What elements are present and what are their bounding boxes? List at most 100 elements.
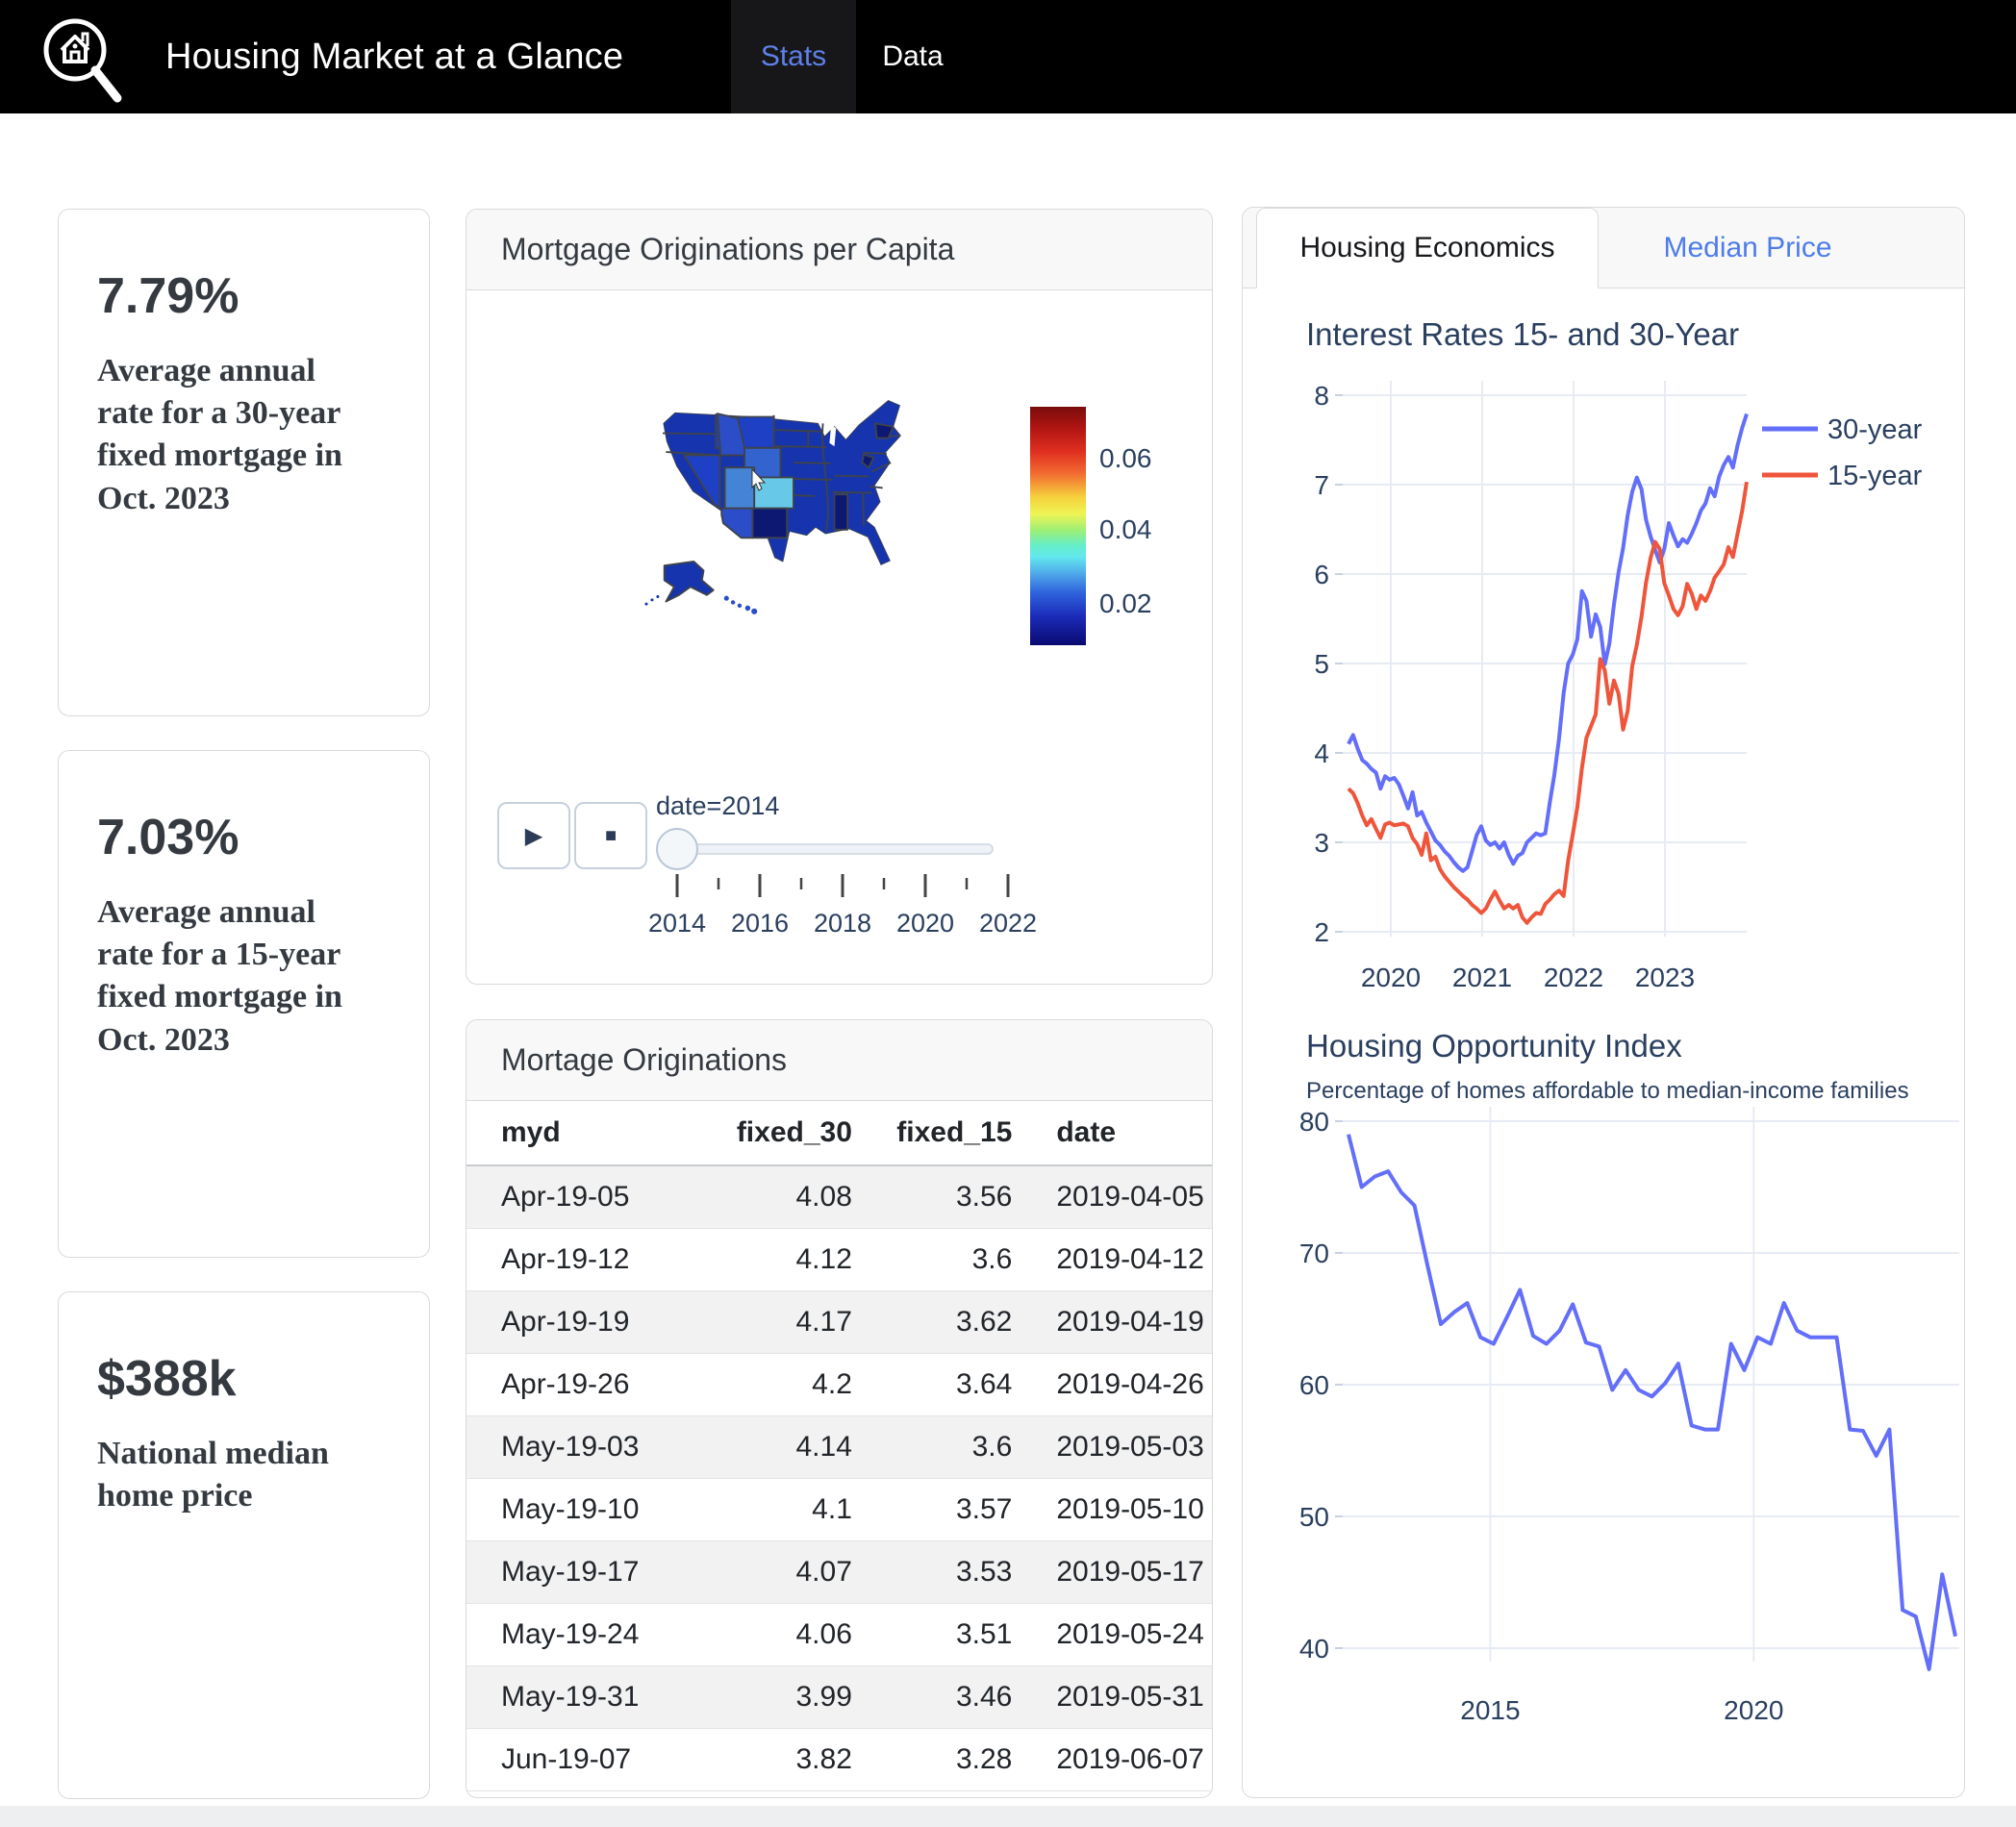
table-cell: Apr-19-05	[466, 1165, 693, 1229]
slider-current-frame-label: date=2014	[656, 791, 779, 820]
svg-text:2014: 2014	[648, 909, 706, 938]
state-alaska	[663, 561, 715, 603]
table-cell: 3.62	[861, 1290, 1022, 1354]
table-cell: 4.14	[692, 1415, 862, 1479]
state-mississippi	[833, 493, 849, 531]
tab-housing-economics[interactable]: Housing Economics	[1256, 208, 1599, 288]
interest-rates-chart: 2 3 4 5 6 7 8 2020 2021 2022 2023 30-year 15-year	[1314, 381, 1923, 992]
svg-text:2020: 2020	[1724, 1695, 1783, 1725]
slider-tick-labels: 2014 2016 2018 2020 2022	[648, 909, 1037, 938]
stop-button[interactable]: ■	[574, 802, 647, 869]
play-button[interactable]: ▶	[497, 802, 570, 869]
svg-text:2021: 2021	[1452, 963, 1512, 992]
line-charts: 2 3 4 5 6 7 8 2020 2021 2022 2023 30-year 15-year 40 5…	[1299, 381, 1959, 1725]
trace-15-year	[1347, 481, 1749, 925]
svg-text:5: 5	[1314, 649, 1329, 679]
table-cell: 3.57	[861, 1478, 1022, 1541]
table-cell: 3.51	[861, 1603, 1022, 1666]
table-row: May-19-31 3.99 3.46 2019-05-31	[466, 1665, 1212, 1729]
table-cell: 3.56	[861, 1165, 1022, 1229]
table-cell: 2019-04-05	[1021, 1165, 1212, 1229]
table-cell: 3.28	[861, 1728, 1022, 1791]
table-cell: 3.46	[861, 1665, 1022, 1729]
state-nevada	[683, 454, 721, 509]
table-row: Apr-19-12 4.12 3.6 2019-04-12	[466, 1228, 1212, 1291]
table-cell: May-19-17	[466, 1540, 693, 1604]
us-choropleth-map[interactable]: 0.060.040.02 date=2014 2014 2016 2018 2020 2…	[466, 289, 1213, 985]
bottom-strip	[0, 1806, 2016, 1827]
table-cell: 3.82	[692, 1728, 862, 1791]
aleutian-islands	[644, 594, 660, 606]
svg-text:2016: 2016	[731, 909, 789, 938]
hoi-chart-subtitle: Percentage of homes affordable to median…	[1306, 1078, 1909, 1104]
map-card: Mortgage Originations per Capita	[466, 209, 1213, 985]
tab-median-price[interactable]: Median Price	[1663, 231, 1832, 263]
map-card-title: Mortgage Originations per Capita	[466, 210, 1212, 290]
column-header-fixed_15: fixed_15	[861, 1101, 1022, 1166]
svg-text:0.04: 0.04	[1099, 514, 1152, 544]
table-cell: Apr-19-26	[466, 1353, 693, 1416]
table-card-title: Mortage Originations	[466, 1020, 1212, 1101]
svg-text:0.06: 0.06	[1099, 443, 1152, 473]
slider-handle	[656, 828, 698, 870]
table-cell: 4.07	[692, 1540, 862, 1604]
state-new-york	[874, 422, 895, 439]
slider-ticks	[675, 874, 1010, 897]
table-cell: 3.53	[861, 1540, 1022, 1604]
svg-text:40: 40	[1299, 1634, 1329, 1664]
state-new-mexico	[751, 507, 789, 539]
stat-card-median-price: $388k National median home price	[58, 1291, 430, 1799]
mortgage-table-card: Mortage Originations myd fixed_30 fixed_15…	[466, 1019, 1213, 1798]
table-cell: 2019-05-10	[1021, 1478, 1212, 1541]
table-row: Jun-19-07 3.82 3.28 2019-06-07	[466, 1728, 1212, 1791]
table-cell: Apr-19-12	[466, 1228, 693, 1291]
hoi-chart: 40 50 60 70 80 2015 2020	[1299, 1107, 1959, 1725]
svg-text:2020: 2020	[1361, 963, 1421, 992]
stat-card-15yr: 7.03% Average annual rate for a 15-year …	[58, 750, 430, 1258]
navbar: Housing Market at a Glance Stats Data	[0, 0, 2016, 113]
lake-michigan	[829, 425, 837, 447]
app-title: Housing Market at a Glance	[165, 36, 624, 77]
mortgage-rates-table[interactable]: myd fixed_30 fixed_15 date Apr-19-05 4.08 3.5…	[466, 1101, 1212, 1791]
table-cell: 4.1	[692, 1478, 862, 1541]
svg-text:70: 70	[1299, 1239, 1329, 1268]
table-cell: 2019-04-26	[1021, 1353, 1212, 1416]
stat-value-median-price: $388k	[97, 1351, 237, 1407]
legend-label: 30-year	[1827, 414, 1923, 445]
colorbar	[1030, 407, 1086, 645]
svg-text:50: 50	[1299, 1502, 1329, 1532]
table-cell: 2019-04-19	[1021, 1290, 1212, 1354]
nav-tab-data[interactable]: Data	[882, 40, 944, 72]
column-header-date: date	[1021, 1101, 1212, 1166]
table-cell: 3.64	[861, 1353, 1022, 1416]
animation-slider[interactable]: date=2014 2014 2016 2018 2020 2022	[648, 791, 1037, 938]
svg-text:8: 8	[1314, 381, 1329, 411]
table-cell: May-19-10	[466, 1478, 693, 1541]
svg-text:2022: 2022	[979, 909, 1037, 938]
stat-desc-30yr: Average annual rate for a 30-year fixed …	[97, 353, 342, 516]
table-cell: 4.2	[692, 1353, 862, 1416]
nav-tab-stats[interactable]: Stats	[731, 0, 856, 113]
table-cell: 2019-06-07	[1021, 1728, 1212, 1791]
table-row: May-19-24 4.06 3.51 2019-05-24	[466, 1603, 1212, 1666]
table-cell: 4.17	[692, 1290, 862, 1354]
table-cell: May-19-31	[466, 1665, 693, 1729]
trace-30-year	[1347, 413, 1749, 873]
table-cell: 4.08	[692, 1165, 862, 1229]
svg-text:3: 3	[1314, 828, 1329, 858]
trace-Housing Opportunity Index	[1347, 1134, 1957, 1671]
table-cell: May-19-24	[466, 1603, 693, 1666]
svg-text:2022: 2022	[1544, 963, 1603, 992]
svg-text:7: 7	[1314, 470, 1329, 500]
legend-label: 15-year	[1827, 461, 1923, 491]
table-row: Apr-19-26 4.2 3.64 2019-04-26	[466, 1353, 1212, 1416]
table-cell: 2019-05-17	[1021, 1540, 1212, 1604]
table-row: Apr-19-05 4.08 3.56 2019-04-05	[466, 1165, 1212, 1229]
state-utah	[723, 466, 756, 510]
table-cell: Apr-19-19	[466, 1290, 693, 1354]
mouse-cursor	[751, 467, 767, 491]
table-cell: 4.12	[692, 1228, 862, 1291]
svg-text:6: 6	[1314, 560, 1329, 589]
table-cell: 3.6	[861, 1415, 1022, 1479]
